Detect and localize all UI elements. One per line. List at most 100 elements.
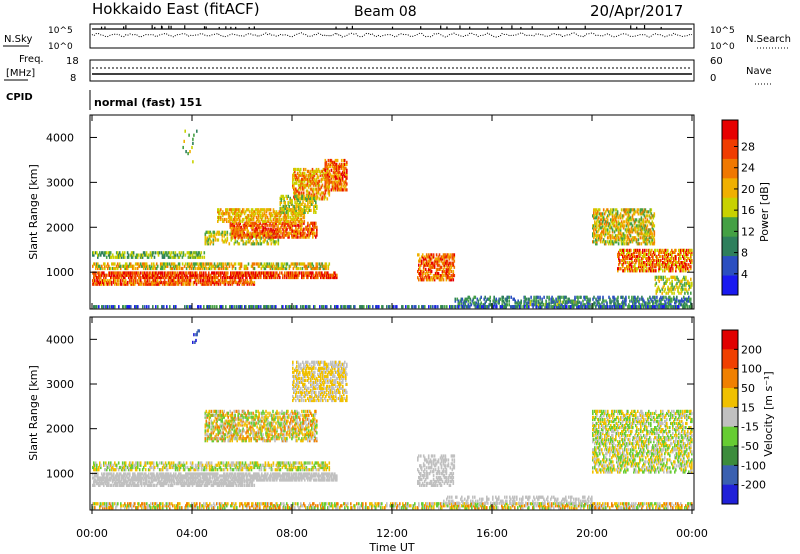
echo-cell xyxy=(650,212,653,216)
echo-cell xyxy=(627,265,629,269)
echo-cell xyxy=(151,282,154,286)
echo-cell xyxy=(289,227,291,231)
echo-cell xyxy=(292,210,295,214)
echo-cell xyxy=(110,275,112,280)
echo-cell xyxy=(154,271,156,275)
echo-cell xyxy=(169,282,172,286)
echo-cell xyxy=(249,280,252,285)
echo-cell xyxy=(221,305,223,309)
echo-cell xyxy=(596,224,598,228)
echo-cell xyxy=(118,262,121,266)
echo-cell xyxy=(414,305,416,309)
echo-cell xyxy=(573,305,575,309)
echo-cell xyxy=(634,269,636,273)
echo-cell xyxy=(272,273,274,277)
echo-cell xyxy=(596,303,598,307)
echo-cell xyxy=(287,200,289,204)
echo-cell xyxy=(295,189,298,193)
echo-cell xyxy=(510,295,512,299)
echo-cell xyxy=(93,271,95,275)
echo-cell xyxy=(645,240,648,244)
echo-cell xyxy=(281,210,284,214)
echo-cell xyxy=(254,221,256,225)
echo-cell xyxy=(276,227,278,231)
echo-cell xyxy=(95,273,97,277)
echo-cell xyxy=(536,295,538,299)
echo-cell xyxy=(284,229,286,233)
echo-cell xyxy=(417,269,419,274)
echo-cell xyxy=(664,299,666,303)
echo-cell xyxy=(109,273,111,277)
echo-cell xyxy=(436,271,439,276)
echo-cell xyxy=(236,212,239,216)
echo-cell xyxy=(328,262,331,266)
echo-cell xyxy=(333,275,335,280)
echo-cell xyxy=(290,223,292,227)
echo-cell xyxy=(423,276,426,280)
echo-cell xyxy=(340,188,343,192)
echo-cell xyxy=(489,295,491,299)
echo-cell xyxy=(681,299,683,303)
echo-cell xyxy=(246,266,249,271)
echo-cell xyxy=(300,179,303,183)
echo-cell xyxy=(282,233,284,237)
echo-cell xyxy=(660,303,662,307)
echo-cell xyxy=(163,275,165,280)
echo-cell xyxy=(620,236,623,240)
echo-cell xyxy=(639,208,642,212)
echo-cell xyxy=(563,297,565,301)
echo-cell xyxy=(123,255,126,259)
echo-cell xyxy=(248,219,251,223)
echo-cell xyxy=(265,264,268,268)
echo-cell xyxy=(647,256,649,261)
echo-cell xyxy=(203,305,205,309)
echo-cell xyxy=(605,208,608,212)
echo-cell xyxy=(208,266,211,271)
echo-cell xyxy=(446,259,449,263)
echo-cell xyxy=(324,266,327,271)
echo-cell xyxy=(201,273,203,277)
echo-cell xyxy=(607,236,610,240)
echo-cell xyxy=(445,276,448,280)
echo-cell xyxy=(260,217,263,222)
echo-cell xyxy=(308,271,310,275)
echo-cell xyxy=(140,253,143,257)
echo-cell xyxy=(261,264,264,268)
echo-cell xyxy=(638,259,640,263)
echo-cell xyxy=(425,263,428,267)
echo-cell xyxy=(235,275,237,280)
echo-cell xyxy=(628,208,631,212)
echo-cell xyxy=(181,266,184,271)
echo-cell xyxy=(631,236,634,240)
echo-cell xyxy=(424,305,426,309)
echo-cell xyxy=(592,214,594,218)
echo-cell xyxy=(282,275,284,280)
echo-cell xyxy=(325,266,328,271)
echo-cell xyxy=(273,231,275,235)
echo-cell xyxy=(648,248,650,252)
echo-cell xyxy=(353,305,355,309)
echo-cell xyxy=(284,214,287,218)
echo-cell xyxy=(458,303,461,307)
echo-cell xyxy=(642,297,644,301)
echo-cell xyxy=(621,214,624,218)
echo-cell xyxy=(673,250,675,254)
echo-cell xyxy=(263,212,266,216)
echo-cell xyxy=(577,297,579,301)
echo-cell xyxy=(621,222,624,226)
echo-cell xyxy=(272,262,275,266)
echo-cell xyxy=(620,240,623,244)
echo-cell xyxy=(230,275,232,280)
echo-cell xyxy=(633,269,635,273)
echo-cell xyxy=(303,233,305,237)
echo-cell xyxy=(151,253,154,257)
echo-cell xyxy=(217,282,220,286)
echo-cell xyxy=(420,278,422,282)
echo-cell xyxy=(505,297,507,301)
echo-cell xyxy=(588,299,590,303)
echo-cell xyxy=(290,273,292,277)
echo-cell xyxy=(643,210,646,214)
echo-cell xyxy=(243,266,246,271)
echo-cell xyxy=(450,274,453,278)
echo-cell xyxy=(303,273,305,277)
